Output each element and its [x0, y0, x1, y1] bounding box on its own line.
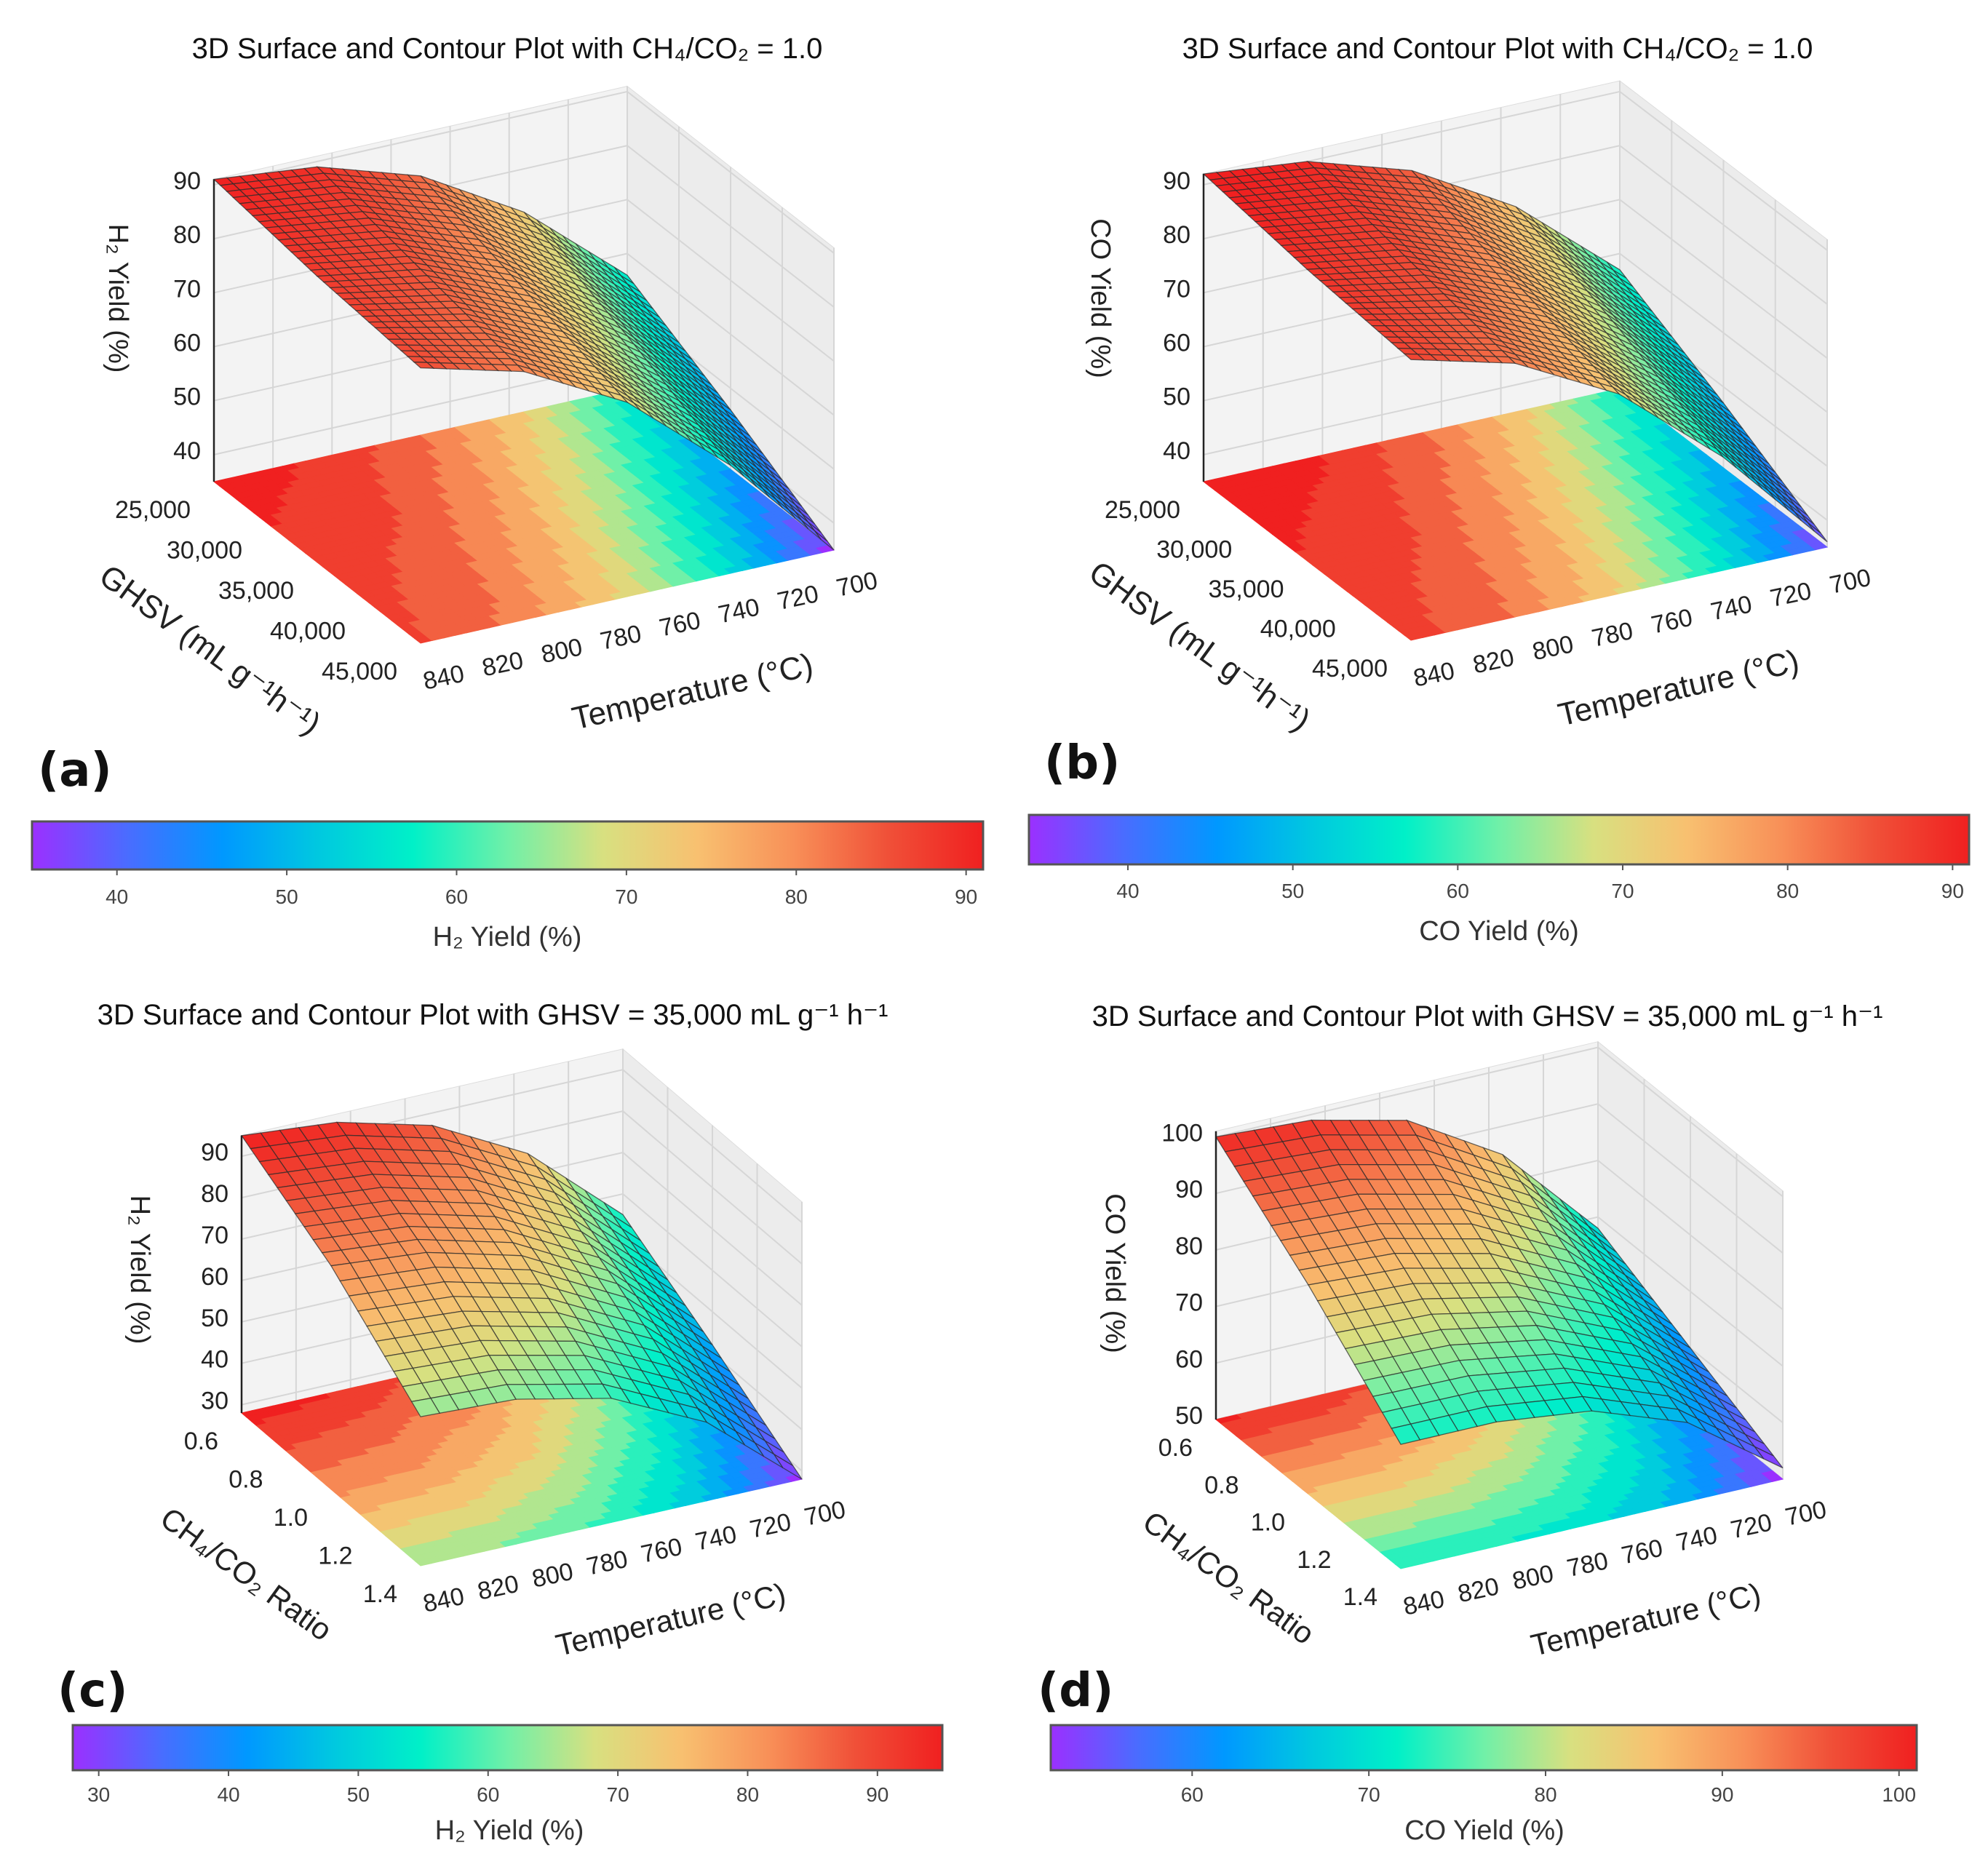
y-tick-label: 40,000 [1260, 616, 1336, 643]
colorbar-bar [31, 820, 985, 871]
colorbar-tick-label: 60 [445, 885, 468, 908]
colorbar-bar [1027, 813, 1971, 866]
colorbar-tick-label: 90 [1941, 880, 1964, 902]
y-tick-label: 40,000 [270, 618, 346, 645]
chart-title: 3D Surface and Contour Plot with GHSV = … [98, 999, 888, 1031]
x-tick-label: 700 [1827, 564, 1873, 600]
z-tick-label: 80 [173, 221, 201, 249]
surface-plot: 40 50 60 70 80 90 700 720 740 760 780 800 820 840 25,0… [115, 85, 880, 696]
y-tick-label: 25,000 [1105, 496, 1180, 524]
panel-b: 3D Surface and Contour Plot with CH₄/CO₂… [1027, 33, 1971, 947]
panel-a: 3D Surface and Contour Plot with CH₄/CO₂… [31, 33, 985, 952]
z-tick-label: 40 [1163, 437, 1190, 465]
colorbar-label: H₂ Yield (%) [433, 922, 582, 952]
z-tick-label: 50 [173, 383, 201, 411]
y-tick-label: 45,000 [322, 658, 397, 685]
colorbar: CO Yield (%) 40 50 60 70 80 90 [1027, 813, 1971, 947]
z-tick-label: 80 [1163, 221, 1190, 249]
x-tick-label: 720 [1768, 577, 1813, 613]
colorbar-tick-label: 90 [955, 885, 977, 908]
x-tick-label: 700 [834, 567, 880, 602]
x-tick-label: 800 [1530, 630, 1575, 666]
x-tick-label: 740 [1709, 590, 1754, 626]
x-tick-label: 740 [716, 593, 762, 629]
colorbar-label: CO Yield (%) [1419, 916, 1579, 947]
y-tick-label: 35,000 [1209, 576, 1284, 603]
x-tick-label: 800 [538, 633, 584, 669]
x-tick-label: 820 [1471, 643, 1516, 679]
z-tick-label: 70 [173, 275, 201, 303]
x-tick-label: 760 [1649, 604, 1695, 640]
x-tick-label: 760 [657, 607, 703, 642]
z-tick-label: 40 [173, 437, 201, 465]
x-tick-label: 780 [597, 620, 643, 656]
x-tick-label: 840 [1411, 657, 1457, 693]
x-tick-label: 840 [421, 660, 466, 696]
y-tick-label: 45,000 [1312, 655, 1388, 682]
surface-plot: 40 50 60 70 80 90 700 720 740 760 780 800 820 840 25,0… [1105, 80, 1873, 693]
y-tick-label: 30,000 [167, 537, 242, 565]
x-tick-label: 780 [1589, 617, 1635, 653]
colorbar-tick-label: 40 [1116, 880, 1139, 902]
colorbar-tick-label: 40 [106, 885, 128, 908]
colorbar-tick-label: 70 [1611, 880, 1634, 902]
y-tick-label: 35,000 [218, 577, 294, 605]
colorbar-tick-label: 70 [615, 885, 637, 908]
colorbar: H₂ Yield (%) 40 50 60 70 80 90 [31, 820, 985, 952]
surface-plot: 304050607080907007207407607808008208400.… [184, 1048, 848, 1618]
panel-label: (a) [38, 744, 112, 797]
colorbar-tick-label: 80 [1776, 880, 1799, 902]
panel-c: 3D Surface and Contour Plot with GHSV = … [57, 999, 944, 1846]
x-tick-label: 820 [480, 646, 525, 682]
z-tick-label: 70 [1163, 275, 1190, 303]
colorbar-tick-label: 50 [1281, 880, 1304, 902]
z-tick-label: 60 [1163, 330, 1190, 357]
x-tick-label: 720 [775, 580, 821, 616]
colorbar-tick-label: 60 [1447, 880, 1469, 902]
z-axis-title: H₂ Yield (%) [103, 224, 133, 373]
z-axis-title: CO Yield (%) [1085, 218, 1116, 378]
colorbar-tick-label: 80 [785, 885, 808, 908]
z-tick-label: 50 [1163, 383, 1190, 411]
chart-title: 3D Surface and Contour Plot with CH₄/CO₂… [1182, 33, 1813, 65]
x-axis-title: Temperature (°C) [1555, 643, 1802, 733]
panel-label: (b) [1044, 736, 1120, 790]
z-tick-label: 60 [173, 330, 201, 357]
y-tick-label: 25,000 [115, 496, 191, 524]
y-tick-label: 30,000 [1156, 536, 1232, 564]
colorbar-tick-label: 50 [276, 885, 298, 908]
z-tick-label: 90 [173, 167, 201, 195]
z-tick-label: 90 [1163, 167, 1190, 195]
x-axis-title: Temperature (°C) [569, 647, 816, 737]
chart-title: 3D Surface and Contour Plot with CH₄/CO₂… [192, 33, 823, 65]
